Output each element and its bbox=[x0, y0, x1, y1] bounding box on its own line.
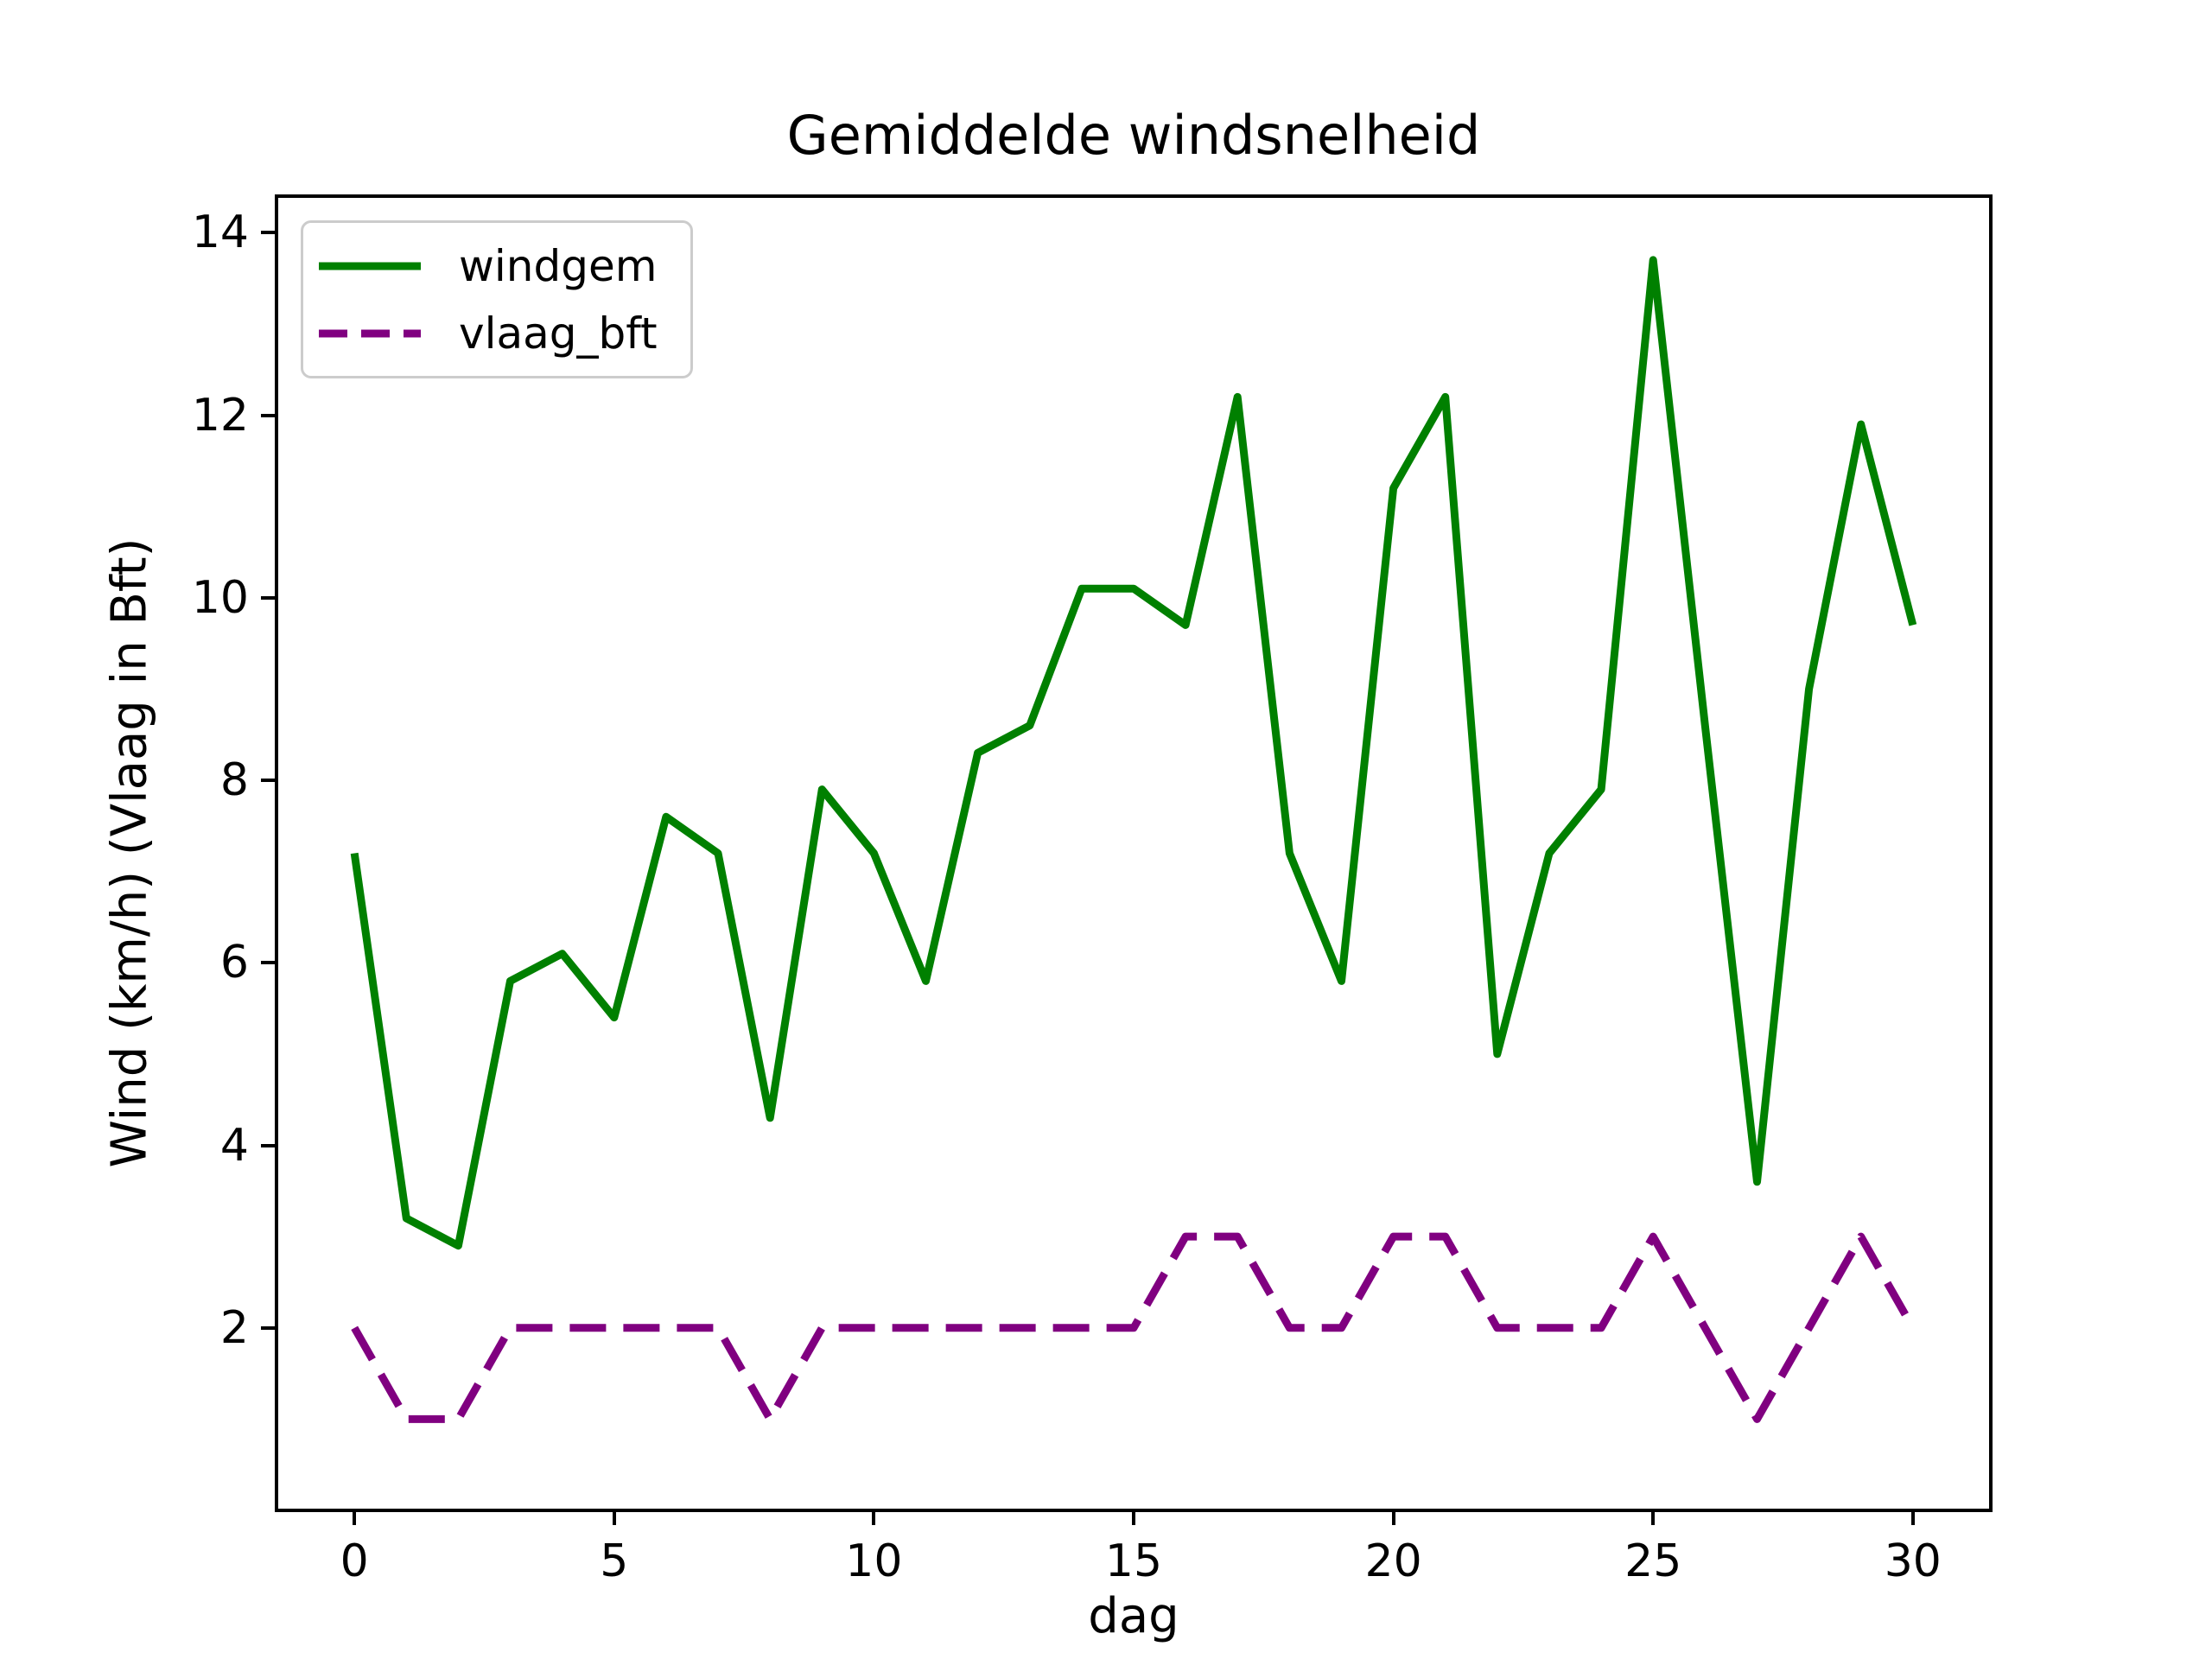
y-tick-mark-12 bbox=[261, 413, 275, 417]
y-axis-label: Wind (km/h) (Vlaag in Bft) bbox=[101, 537, 158, 1168]
windgem-line-sample-icon bbox=[319, 262, 421, 270]
y-tick-mark-14 bbox=[261, 231, 275, 235]
windgem-line bbox=[350, 256, 1917, 1250]
y-tick-label-4: 4 bbox=[219, 1119, 249, 1172]
y-tick-mark-8 bbox=[261, 779, 275, 782]
x-tick-mark-0 bbox=[353, 1511, 357, 1525]
y-tick-label-8: 8 bbox=[219, 754, 249, 806]
x-tick-mark-25 bbox=[1651, 1511, 1656, 1525]
x-tick-label-5: 5 bbox=[600, 1535, 629, 1587]
y-tick-label-6: 6 bbox=[219, 937, 249, 989]
chart-title: Gemiddelde windsnelheid bbox=[786, 104, 1481, 167]
y-tick-label-2: 2 bbox=[219, 1301, 249, 1354]
x-tick-mark-20 bbox=[1391, 1511, 1395, 1525]
x-axis-label: dag bbox=[1088, 1588, 1179, 1644]
vlaag-bft-line-sample-icon bbox=[319, 329, 421, 337]
y-tick-label-12: 12 bbox=[191, 389, 249, 442]
x-tick-label-20: 20 bbox=[1364, 1535, 1422, 1587]
legend-label-windgem: windgem bbox=[459, 240, 658, 291]
y-tick-mark-4 bbox=[261, 1143, 275, 1147]
x-tick-mark-10 bbox=[872, 1511, 876, 1525]
x-tick-mark-15 bbox=[1132, 1511, 1135, 1525]
x-tick-label-15: 15 bbox=[1104, 1535, 1163, 1587]
y-tick-label-14: 14 bbox=[191, 207, 249, 259]
legend-item-vlaag-bft: vlaag_bft bbox=[317, 307, 677, 360]
y-tick-mark-2 bbox=[261, 1325, 275, 1330]
y-tick-mark-10 bbox=[261, 595, 275, 600]
legend-box: windgem vlaag_bft bbox=[301, 220, 693, 378]
legend-item-windgem: windgem bbox=[317, 239, 677, 293]
x-tick-label-10: 10 bbox=[845, 1535, 903, 1587]
x-tick-mark-30 bbox=[1910, 1511, 1915, 1525]
y-tick-label-10: 10 bbox=[191, 571, 249, 624]
legend-label-vlaag-bft: vlaag_bft bbox=[459, 308, 658, 359]
vlaag_bft-line bbox=[351, 1232, 1916, 1423]
data-lines-svg bbox=[350, 256, 1917, 1423]
x-tick-label-30: 30 bbox=[1884, 1535, 1942, 1587]
x-tick-mark-5 bbox=[612, 1511, 616, 1525]
x-tick-label-25: 25 bbox=[1624, 1535, 1682, 1587]
x-tick-label-0: 0 bbox=[340, 1535, 369, 1587]
y-tick-mark-6 bbox=[261, 961, 275, 965]
plot-area bbox=[275, 194, 1993, 1512]
